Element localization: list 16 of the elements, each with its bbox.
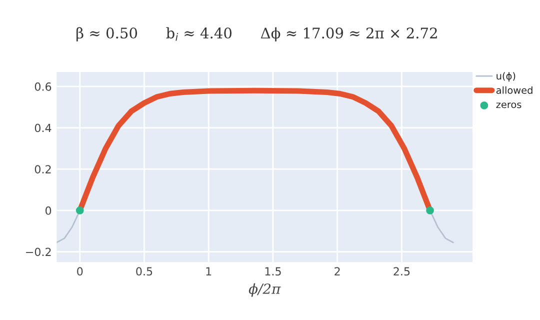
y-tick-label: −0.2 [26, 248, 51, 256]
x-tick-label: 2.5 [394, 267, 410, 276]
x-tick-label: 1 [206, 267, 212, 276]
x-tick-label: 1.5 [265, 267, 281, 276]
x-tick-label: 0 [77, 267, 83, 276]
chart-title: β ≈ 0.50 b$_{i}$ ≈ 4.40 Δϕ ≈ 17.09 ≈ 2π × 2.72 [76, 27, 437, 42]
legend-label: allowed [496, 86, 532, 94]
x-axis-title: ϕ/2π [248, 283, 281, 297]
legend-label: zeros [496, 102, 522, 108]
x-tick-label: 0.5 [136, 267, 152, 276]
y-tick-label: 0.6 [34, 82, 52, 91]
y-tick-label: 0.2 [34, 165, 51, 174]
legend-label: u(ϕ) [496, 72, 516, 82]
x-tick-label: 2 [334, 267, 340, 276]
y-tick-label: 0 [46, 206, 52, 215]
y-tick-label: 0.4 [34, 124, 52, 132]
